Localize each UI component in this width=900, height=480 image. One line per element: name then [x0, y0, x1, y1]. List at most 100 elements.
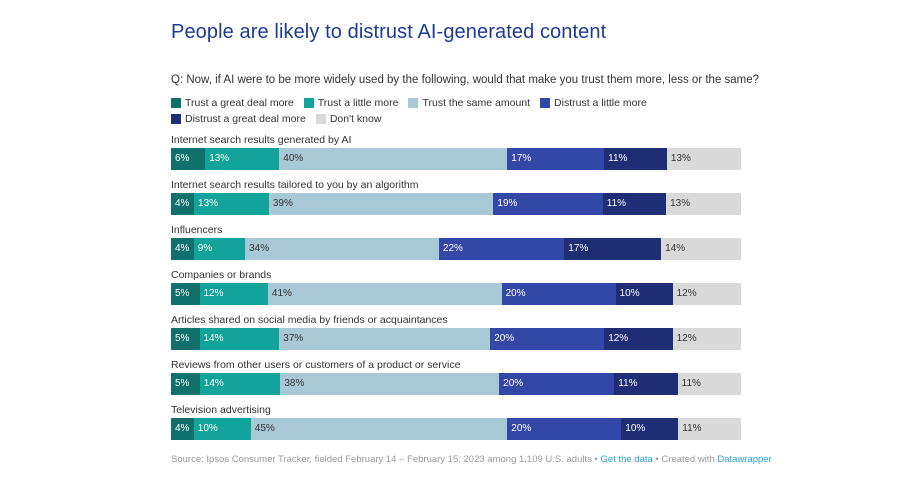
- bar-segment: 14%: [199, 328, 280, 350]
- legend-label: Trust the same amount: [422, 97, 531, 109]
- data-label: 5%: [175, 378, 190, 389]
- bar-segment: 11%: [602, 193, 667, 215]
- bar-segment: 12%: [672, 283, 741, 305]
- bar-row: Internet search results generated by AI 6…: [171, 134, 741, 179]
- bar-segment: 10%: [193, 418, 251, 440]
- stacked-bar: 6% 13% 40% 17% 11% 13%: [171, 148, 741, 170]
- legend-swatch: [540, 98, 551, 108]
- legend-label: Trust a great deal more: [185, 97, 294, 109]
- bar-segment: 40%: [279, 148, 508, 170]
- stacked-bar: 4% 13% 39% 19% 11% 13%: [171, 193, 741, 215]
- legend-swatch: [171, 98, 181, 108]
- bar-segment: 13%: [205, 148, 280, 170]
- data-label: 11%: [618, 378, 638, 389]
- data-label: 20%: [511, 423, 532, 434]
- bar-row: Internet search results tailored to you …: [171, 179, 741, 224]
- bar-segment: 39%: [268, 193, 494, 215]
- bar-segment: 10%: [621, 418, 679, 440]
- bar-segment: 22%: [438, 238, 565, 260]
- stacked-bar: 5% 12% 41% 20% 10% 12%: [171, 283, 741, 305]
- stacked-bar: 4% 10% 45% 20% 10% 11%: [171, 418, 741, 440]
- bar-segment: 10%: [615, 283, 673, 305]
- data-label: 14%: [665, 243, 686, 254]
- category-label: Television advertising: [171, 404, 271, 416]
- legend-item: Distrust a little more: [540, 96, 647, 110]
- bar-segment: 11%: [614, 373, 678, 395]
- data-label: 5%: [175, 333, 190, 344]
- bar-row: Articles shared on social media by frien…: [171, 314, 741, 359]
- data-label: 10%: [197, 423, 218, 434]
- data-label: 13%: [670, 198, 691, 209]
- data-label: 38%: [284, 378, 305, 389]
- stacked-bar-chart: Internet search results generated by AI 6…: [171, 134, 741, 449]
- bar-segment: 5%: [171, 328, 200, 350]
- footer: Source: Ipsos Consumer Tracker, fielded …: [171, 454, 772, 465]
- data-label: 11%: [682, 423, 702, 434]
- stacked-bar: 5% 14% 38% 20% 11% 11%: [171, 373, 741, 395]
- data-label: 9%: [197, 243, 213, 254]
- legend-item: Trust the same amount: [408, 96, 530, 110]
- bar-segment: 6%: [171, 148, 206, 170]
- bar-segment: 4%: [171, 418, 194, 440]
- bar-row: Influencers 4% 9% 34% 22% 17% 14%: [171, 224, 741, 269]
- data-label: 13%: [209, 153, 230, 164]
- bar-segment: 20%: [507, 418, 622, 440]
- legend-swatch: [171, 114, 181, 124]
- footer-separator: • Created with: [652, 454, 718, 465]
- bar-segment: 9%: [193, 238, 246, 260]
- data-label: 22%: [442, 243, 463, 254]
- data-label: 14%: [203, 333, 224, 344]
- chart-title: People are likely to distrust AI-generat…: [171, 21, 607, 43]
- data-label: 4%: [175, 423, 190, 434]
- stacked-bar: 4% 9% 34% 22% 17% 14%: [171, 238, 741, 260]
- legend-label: Don't know: [329, 113, 382, 125]
- data-label: 45%: [254, 423, 275, 434]
- data-label: 13%: [198, 198, 219, 209]
- bar-segment: 11%: [604, 148, 667, 170]
- data-label: 12%: [203, 288, 224, 299]
- bar-segment: 37%: [279, 328, 491, 350]
- data-label: 11%: [606, 198, 627, 209]
- bar-segment: 19%: [493, 193, 603, 215]
- data-label: 13%: [670, 153, 691, 164]
- bar-segment: 20%: [499, 373, 615, 395]
- category-label: Reviews from other users or customers of…: [171, 359, 461, 371]
- data-label: 17%: [511, 153, 532, 164]
- category-label: Internet search results tailored to you …: [171, 179, 419, 191]
- bar-segment: 11%: [678, 418, 741, 440]
- source-note: Source: Ipsos Consumer Tracker, fielded …: [171, 454, 598, 465]
- data-label: 20%: [494, 333, 515, 344]
- legend: Trust a great deal more Trust a little mo…: [171, 96, 731, 128]
- get-the-data-link[interactable]: Get the data: [600, 454, 653, 465]
- legend-item: Distrust a great deal more: [171, 112, 306, 126]
- data-label: 41%: [271, 288, 292, 299]
- legend-item: Trust a little more: [303, 96, 398, 110]
- legend-item: Trust a great deal more: [171, 96, 294, 110]
- category-label: Companies or brands: [171, 269, 272, 281]
- bar-row: Reviews from other users or customers of…: [171, 359, 741, 404]
- data-label: 5%: [175, 288, 190, 299]
- legend-swatch: [315, 114, 326, 124]
- data-label: 14%: [203, 378, 224, 389]
- bar-segment: 38%: [280, 373, 500, 395]
- data-label: 11%: [608, 153, 628, 164]
- data-label: 20%: [505, 288, 526, 299]
- bar-segment: 5%: [171, 373, 200, 395]
- bar-row: Television advertising 4% 10% 45% 20% 10% 11%: [171, 404, 741, 449]
- legend-swatch: [303, 98, 314, 108]
- data-label: 12%: [676, 288, 697, 299]
- bar-segment: 45%: [250, 418, 508, 440]
- bar-segment: 4%: [171, 193, 195, 215]
- legend-label: Distrust a little more: [554, 97, 647, 109]
- data-label: 12%: [608, 333, 629, 344]
- legend-label: Distrust a great deal more: [185, 113, 306, 125]
- data-label: 4%: [175, 243, 190, 254]
- data-label: 11%: [681, 378, 701, 389]
- data-label: 12%: [676, 333, 697, 344]
- datawrapper-link[interactable]: Datawrapper: [717, 454, 772, 465]
- bar-segment: 14%: [661, 238, 741, 260]
- bar-segment: 17%: [564, 238, 662, 260]
- data-label: 6%: [175, 153, 190, 164]
- data-label: 4%: [175, 198, 190, 209]
- bar-segment: 14%: [199, 373, 281, 395]
